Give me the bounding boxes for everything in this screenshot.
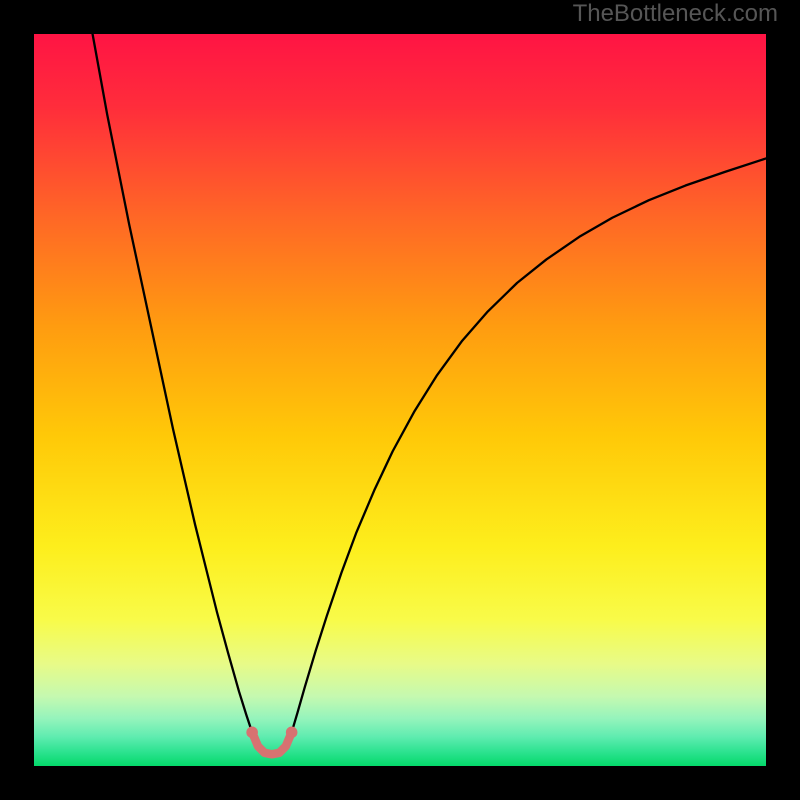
valley-overlay-segment <box>252 732 292 754</box>
valley-overlay-dot-right <box>286 727 298 739</box>
valley-overlay-dot-left <box>246 727 258 739</box>
plot-area <box>34 34 766 766</box>
curve-layer <box>34 34 766 766</box>
curve-left <box>93 34 253 732</box>
chart-stage: TheBottleneck.com <box>0 0 800 800</box>
curve-right <box>292 158 766 732</box>
watermark-text: TheBottleneck.com <box>573 2 778 26</box>
